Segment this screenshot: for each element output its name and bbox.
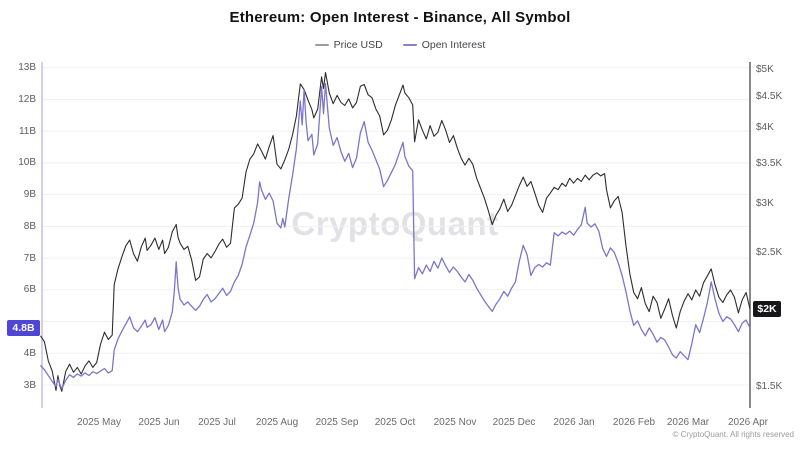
- price-usd-line[interactable]: [40, 71, 751, 392]
- legend-item-price-usd[interactable]: Price USD: [314, 39, 383, 51]
- legend-item-open-interest[interactable]: Open Interest: [402, 39, 486, 51]
- chart-title: Ethereum: Open Interest - Binance, All S…: [229, 9, 571, 26]
- open-interest-legend-dash-icon: [402, 44, 417, 46]
- price-usd-legend-dash-icon: [314, 44, 329, 46]
- open-interest-line[interactable]: [40, 82, 751, 390]
- legend-label-price-usd: Price USD: [333, 39, 383, 51]
- legend-label-open-interest: Open Interest: [421, 39, 486, 51]
- legend: Price USD Open Interest: [0, 39, 800, 51]
- copyright-notice: © CryptoQuant. All rights reserved: [672, 430, 795, 439]
- cryptoquant-watermark: CryptoQuant: [291, 205, 499, 242]
